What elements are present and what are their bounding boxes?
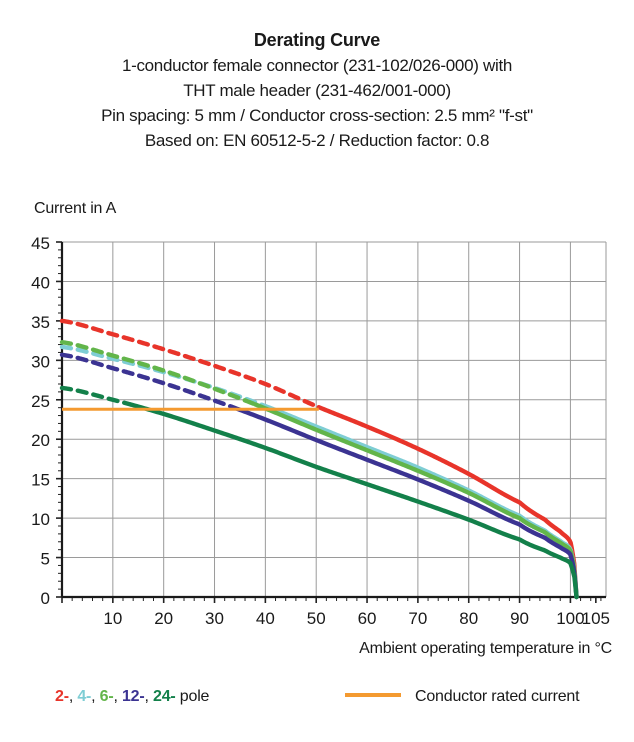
rated-current-label: Conductor rated current [415,688,580,705]
legend-separator: , [91,688,100,705]
x-tick-label: 105 [582,609,610,628]
y-tick-label: 15 [31,471,50,490]
y-tick-label: 5 [41,550,50,569]
legend-rated-current: Conductor rated current [345,688,580,706]
series-24-pole-solid [128,402,579,600]
chart-title-block: Derating Curve 1-conductor female connec… [0,28,634,153]
y-tick-label: 10 [31,510,50,529]
legend-item-4-pole: 4- [77,688,92,705]
series-12-pole-solid [230,404,579,600]
series-2-pole-solid [316,404,579,600]
y-tick-label: 40 [31,273,50,292]
y-tick-label: 25 [31,392,50,411]
legend-item-24-pole: 24- [153,688,176,705]
legend-item-2-pole: 2- [55,688,69,705]
x-tick-label: 80 [459,609,478,628]
title-line-2: 1-conductor female connector (231-102/02… [121,56,513,75]
x-tick-label: 30 [205,609,224,628]
tick-label-layer: 0 5 10 15 20 25 30 35 40 45 10 20 30 40 50 60 70 80 90 1001… [31,234,610,628]
x-tick-label: 100 [556,609,584,628]
x-tick-label: 50 [307,609,326,628]
series-12-pole-dashed [59,352,235,410]
series-6-pole-dashed [59,339,258,407]
title-line-5: Based on: EN 60512-5-2 / Reduction facto… [144,131,490,150]
y-tick-label: 45 [31,234,50,253]
legend-separator: , [113,688,122,705]
chart-legend: 2-, 4-, 6-, 12-, 24- pole Conductor rate… [0,688,634,718]
legend-separator: , [144,688,154,705]
series-24-pole-dashed [59,385,133,407]
title-line-4: Pin spacing: 5 mm / Conductor cross-sect… [101,106,533,125]
legend-pole-suffix: pole [175,688,210,705]
x-tick-label: 60 [358,609,377,628]
y-tick-label: 30 [31,352,50,371]
x-tick-label: 20 [154,609,173,628]
legend-item-6-pole: 6- [99,688,114,705]
legend-poles: 2-, 4-, 6-, 12-, 24- pole [55,688,209,706]
y-tick-label: 0 [41,589,50,608]
axis-layer [60,242,606,599]
title-line-3: THT male header (231-462/001-000) [183,81,451,100]
page-title: Derating Curve [253,30,381,50]
y-tick-label: 20 [31,431,50,450]
x-axis-title: Ambient operating temperature in °C [359,640,612,657]
x-tick-label: 10 [103,609,122,628]
x-tick-label: 40 [256,609,275,628]
x-tick-label: 90 [510,609,529,628]
series-6-pole-solid [253,402,579,600]
y-tick-label: 35 [31,313,50,332]
series-layer [59,318,579,600]
y-axis-title: Current in A [34,200,117,217]
legend-item-12-pole: 12- [121,688,145,705]
rated-current-swatch [345,693,401,698]
legend-separator: , [68,688,78,705]
series-2-pole-dashed [59,318,321,410]
x-tick-label: 70 [408,609,427,628]
